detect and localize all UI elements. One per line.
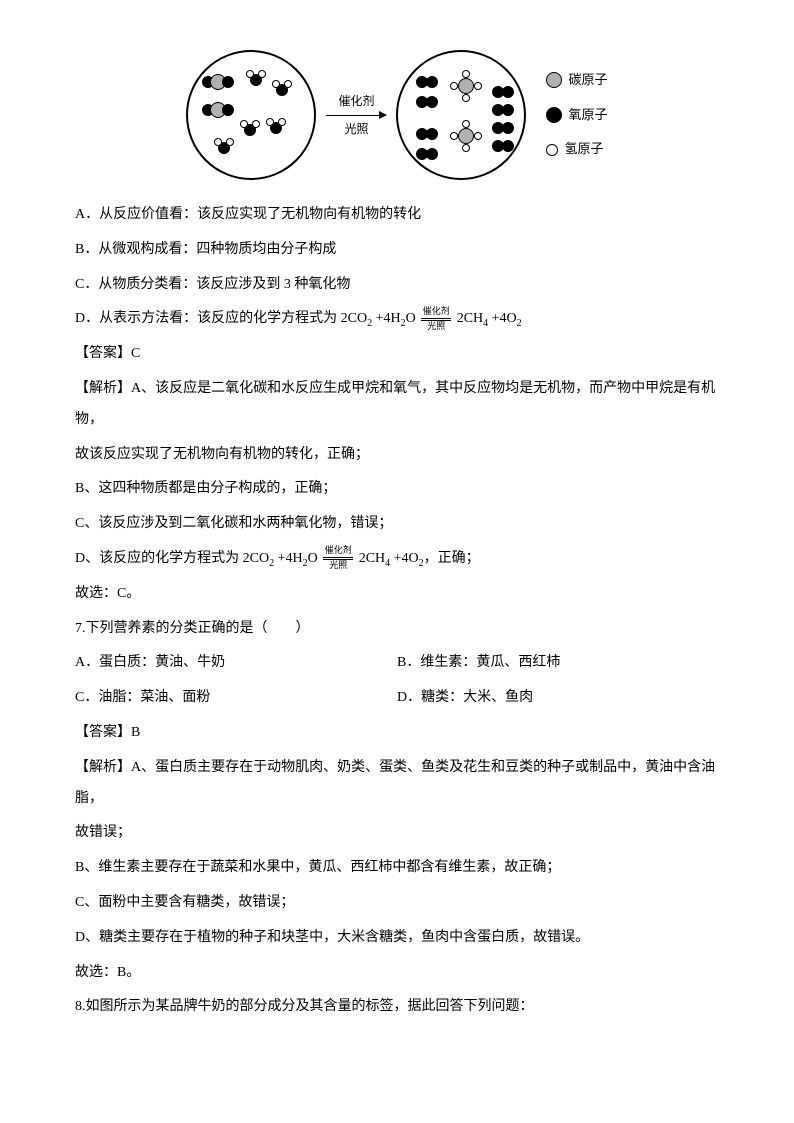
hydrogen-atom-icon <box>546 144 558 156</box>
analysis-7a2: 故错误； <box>75 818 719 849</box>
legend-hydrogen: 氢原子 <box>546 135 607 164</box>
reactants-circle <box>186 50 316 180</box>
option-d-text3: O <box>406 311 420 326</box>
q7-option-c: C．油脂：菜油、面粉 <box>75 683 397 714</box>
analysis-a: 【解析】A、该反应是二氧化碳和水反应生成甲烷和氧气，其中反应物均是无机物，而产物… <box>75 374 719 436</box>
q7-option-d: D．糖类：大米、鱼肉 <box>397 683 719 714</box>
option-c: C．从物质分类看：该反应涉及到 3 种氧化物 <box>75 270 719 301</box>
question-7: 7.下列营养素的分类正确的是（ ） <box>75 614 719 645</box>
carbon-atom-icon <box>546 72 562 88</box>
analysis-d-text5: +4O <box>390 551 419 566</box>
legend-oxygen: 氧原子 <box>546 101 607 130</box>
option-d: D．从表示方法看：该反应的化学方程式为 2CO2 +4H2O 催化剂 光照 2C… <box>75 304 719 335</box>
analysis-a2: 故该反应实现了无机物向有机物的转化，正确； <box>75 440 719 471</box>
reaction-diagram: 催化剂 光照 <box>75 50 719 180</box>
legend-carbon: 碳原子 <box>546 66 607 95</box>
q7-option-b: B．维生素：黄瓜、西红柿 <box>397 648 719 679</box>
option-d-text5: +4O <box>488 311 517 326</box>
option-d-text4: 2CH <box>457 311 483 326</box>
answer-label: 【答案】C <box>75 339 719 370</box>
analysis-c: C、该反应涉及到二氧化碳和水两种氧化物，错误； <box>75 509 719 540</box>
reaction-arrow: 催化剂 光照 <box>326 88 386 142</box>
option-d-text2: +4H <box>372 311 401 326</box>
q7-options-row1: A．蛋白质：黄油、牛奶 B．维生素：黄瓜、西红柿 <box>75 648 719 683</box>
analysis-d: D、该反应的化学方程式为 2CO2 +4H2O 催化剂 光照 2CH4 +4O2… <box>75 544 719 575</box>
analysis-d-text: D、该反应的化学方程式为 2CO <box>75 551 269 566</box>
option-d-text: D．从表示方法看：该反应的化学方程式为 2CO <box>75 311 367 326</box>
answer-7: 【答案】B <box>75 718 719 749</box>
eq-top: 催化剂 <box>423 307 450 317</box>
question-8: 8.如图所示为某品牌牛奶的部分成分及其含量的标签，据此回答下列问题： <box>75 992 719 1023</box>
products-circle <box>396 50 526 180</box>
eq-bottom-2: 光照 <box>329 561 347 571</box>
legend-hydrogen-label: 氢原子 <box>564 135 603 164</box>
eq-bottom: 光照 <box>427 322 445 332</box>
eq-top-2: 催化剂 <box>325 546 352 556</box>
equation-condition: 催化剂 光照 <box>421 307 451 332</box>
option-b: B．从微观构成看：四种物质均由分子构成 <box>75 235 719 266</box>
analysis-d-text2: +4H <box>274 551 303 566</box>
atom-legend: 碳原子 氧原子 氢原子 <box>546 66 607 164</box>
analysis-d-text3: O <box>308 551 322 566</box>
option-a: A．从反应价值看：该反应实现了无机物向有机物的转化 <box>75 200 719 231</box>
analysis-7a: 【解析】A、蛋白质主要存在于动物肌肉、奶类、蛋类、鱼类及花生和豆类的种子或制品中… <box>75 753 719 815</box>
analysis-d-text4: 2CH <box>359 551 385 566</box>
legend-carbon-label: 碳原子 <box>568 66 607 95</box>
analysis-7c: C、面粉中主要含有糖类，故错误； <box>75 888 719 919</box>
conclusion-1: 故选：C。 <box>75 579 719 610</box>
arrow-top-label: 催化剂 <box>338 88 374 114</box>
analysis-7b: B、维生素主要存在于蔬菜和水果中，黄瓜、西红柿中都含有维生素，故正确； <box>75 853 719 884</box>
q7-option-a: A．蛋白质：黄油、牛奶 <box>75 648 397 679</box>
analysis-d-end: ，正确； <box>424 551 480 566</box>
q7-options-row2: C．油脂：菜油、面粉 D．糖类：大米、鱼肉 <box>75 683 719 718</box>
oxygen-atom-icon <box>546 107 562 123</box>
equation-condition-2: 催化剂 光照 <box>323 546 353 571</box>
legend-oxygen-label: 氧原子 <box>568 101 607 130</box>
analysis-b: B、这四种物质都是由分子构成的，正确； <box>75 474 719 505</box>
analysis-7d: D、糖类主要存在于植物的种子和块茎中，大米含糖类，鱼肉中含蛋白质，故错误。 <box>75 923 719 954</box>
conclusion-7: 故选：B。 <box>75 958 719 989</box>
arrow-bottom-label: 光照 <box>344 116 368 142</box>
